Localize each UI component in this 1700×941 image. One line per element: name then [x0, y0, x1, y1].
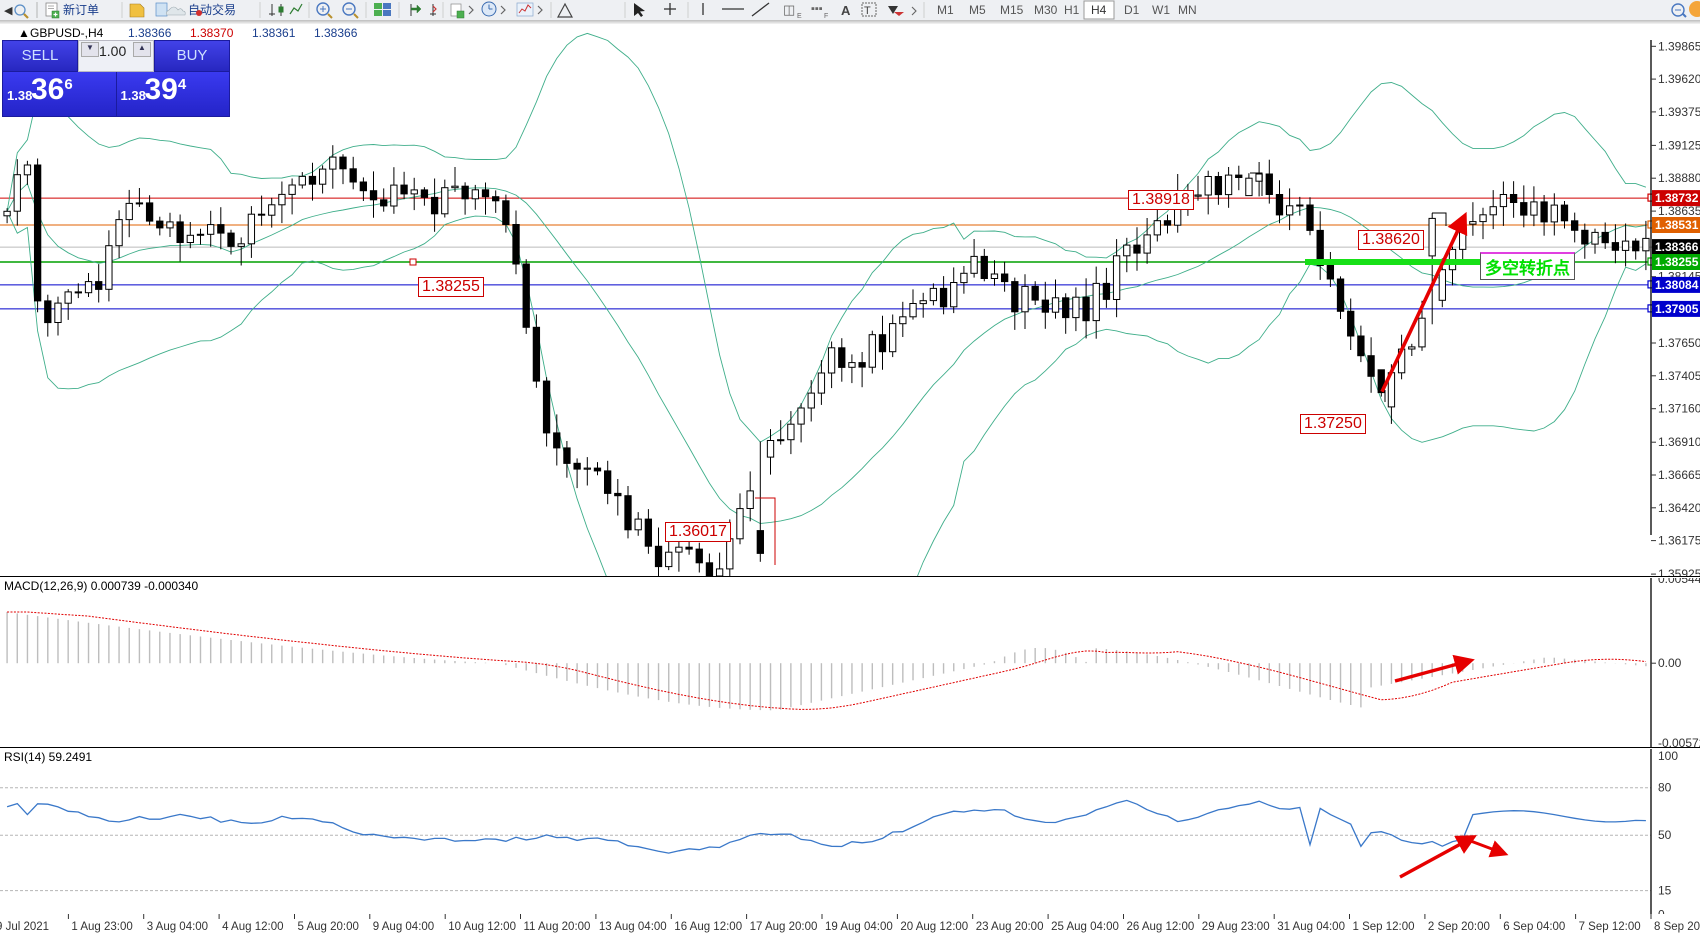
svg-text:T: T — [864, 5, 871, 17]
svg-text:1.38531: 1.38531 — [1655, 218, 1699, 232]
svg-text:1.37405: 1.37405 — [1658, 369, 1700, 383]
svg-text:▪▪▪: ▪▪▪ — [811, 3, 823, 15]
svg-text:1.38732: 1.38732 — [1655, 191, 1699, 205]
svg-text:M1: M1 — [937, 3, 954, 17]
svg-text:1.37160: 1.37160 — [1658, 402, 1700, 416]
svg-text:25 Aug 04:00: 25 Aug 04:00 — [1051, 921, 1119, 933]
svg-text:6 Sep 04:00: 6 Sep 04:00 — [1503, 921, 1565, 933]
svg-text:31 Aug 04:00: 31 Aug 04:00 — [1277, 921, 1345, 933]
svg-text:1.36665: 1.36665 — [1658, 468, 1700, 482]
svg-text:29 Aug 23:00: 29 Aug 23:00 — [1202, 921, 1270, 933]
svg-text:E: E — [797, 13, 802, 20]
svg-text:7 Sep 12:00: 7 Sep 12:00 — [1579, 921, 1641, 933]
svg-text:自动交易: 自动交易 — [188, 2, 236, 17]
svg-text:1.39620: 1.39620 — [1658, 72, 1700, 86]
svg-text:M5: M5 — [969, 3, 986, 17]
svg-text:1.37650: 1.37650 — [1658, 336, 1700, 350]
svg-text:15: 15 — [1658, 884, 1672, 898]
svg-text:A: A — [841, 3, 851, 18]
svg-text:1.39375: 1.39375 — [1658, 105, 1700, 119]
svg-text:23 Aug 20:00: 23 Aug 20:00 — [976, 921, 1044, 933]
svg-text:1.36910: 1.36910 — [1658, 435, 1700, 449]
svg-text:F: F — [824, 13, 828, 20]
svg-text:1.38361: 1.38361 — [252, 26, 296, 40]
svg-text:MACD(12,26,9) 0.000739 -0.0003: MACD(12,26,9) 0.000739 -0.000340 — [4, 579, 198, 593]
svg-text:13 Aug 04:00: 13 Aug 04:00 — [599, 921, 667, 933]
svg-text:17 Aug 20:00: 17 Aug 20:00 — [750, 921, 818, 933]
svg-text:1.38370: 1.38370 — [190, 26, 234, 40]
svg-text:1.38366: 1.38366 — [314, 26, 358, 40]
svg-text:0.00: 0.00 — [1658, 656, 1682, 670]
svg-text:H1: H1 — [1064, 3, 1080, 17]
svg-text:10 Aug 12:00: 10 Aug 12:00 — [448, 921, 516, 933]
svg-text:W1: W1 — [1152, 3, 1170, 17]
svg-text:1 Sep 12:00: 1 Sep 12:00 — [1353, 921, 1415, 933]
svg-text:▲: ▲ — [18, 26, 30, 40]
svg-text:1.38366: 1.38366 — [1655, 240, 1699, 254]
svg-text:3 Aug 04:00: 3 Aug 04:00 — [147, 921, 208, 933]
svg-text:0: 0 — [1658, 907, 1665, 914]
svg-text:1.38084: 1.38084 — [1655, 278, 1699, 292]
svg-text:MN: MN — [1178, 3, 1197, 17]
svg-text:RSI(14) 59.2491: RSI(14) 59.2491 — [4, 750, 92, 764]
svg-text:0.005444: 0.005444 — [1658, 578, 1700, 586]
svg-text:1.37905: 1.37905 — [1655, 302, 1699, 316]
svg-text:M30: M30 — [1034, 3, 1058, 17]
svg-text:1.38880: 1.38880 — [1658, 171, 1700, 185]
svg-text:D1: D1 — [1124, 3, 1140, 17]
svg-text:8 Sep 20:00: 8 Sep 20:00 — [1654, 921, 1700, 933]
svg-text:GBPUSD-,H4: GBPUSD-,H4 — [30, 26, 104, 40]
svg-text:1.38635: 1.38635 — [1658, 204, 1700, 218]
svg-text:2 Sep 20:00: 2 Sep 20:00 — [1428, 921, 1490, 933]
svg-text:◀: ◀ — [4, 5, 13, 17]
svg-text:◫: ◫ — [783, 2, 795, 17]
svg-text:1.36175: 1.36175 — [1658, 534, 1700, 548]
svg-text:20 Aug 12:00: 20 Aug 12:00 — [900, 921, 968, 933]
svg-text:1 Aug 23:00: 1 Aug 23:00 — [71, 921, 132, 933]
svg-text:19 Aug 04:00: 19 Aug 04:00 — [825, 921, 893, 933]
svg-text:5 Aug 20:00: 5 Aug 20:00 — [298, 921, 359, 933]
svg-text:1.39125: 1.39125 — [1658, 138, 1700, 152]
svg-text:新订单: 新订单 — [63, 2, 99, 17]
svg-text:1.39865: 1.39865 — [1658, 39, 1700, 53]
svg-text:H4: H4 — [1091, 3, 1107, 17]
svg-text:50: 50 — [1658, 828, 1672, 842]
svg-text:9 Jul 2021: 9 Jul 2021 — [0, 921, 49, 933]
svg-text:80: 80 — [1658, 781, 1672, 795]
svg-text:9 Aug 04:00: 9 Aug 04:00 — [373, 921, 434, 933]
svg-text:M15: M15 — [1000, 3, 1024, 17]
svg-text:16 Aug 12:00: 16 Aug 12:00 — [674, 921, 742, 933]
svg-text:1.38366: 1.38366 — [128, 26, 172, 40]
svg-text:100: 100 — [1658, 749, 1678, 763]
svg-text:4 Aug 12:00: 4 Aug 12:00 — [222, 921, 283, 933]
svg-text:11 Aug 20:00: 11 Aug 20:00 — [524, 921, 591, 933]
svg-text:1.38255: 1.38255 — [1655, 255, 1699, 269]
svg-text:26 Aug 12:00: 26 Aug 12:00 — [1127, 921, 1195, 933]
svg-text:1.36420: 1.36420 — [1658, 501, 1700, 515]
